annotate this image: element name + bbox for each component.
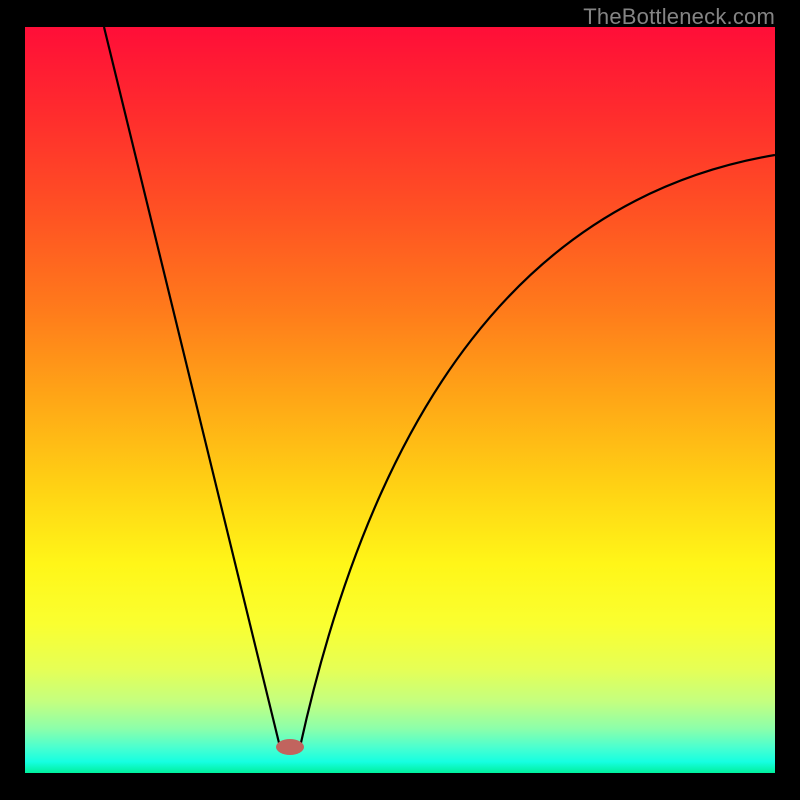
curve-left-branch — [104, 27, 280, 747]
minimum-marker — [276, 739, 304, 755]
watermark-text: TheBottleneck.com — [583, 4, 775, 30]
plot-area — [25, 27, 775, 773]
bottleneck-curve — [25, 27, 775, 773]
curve-right-branch — [300, 155, 775, 747]
